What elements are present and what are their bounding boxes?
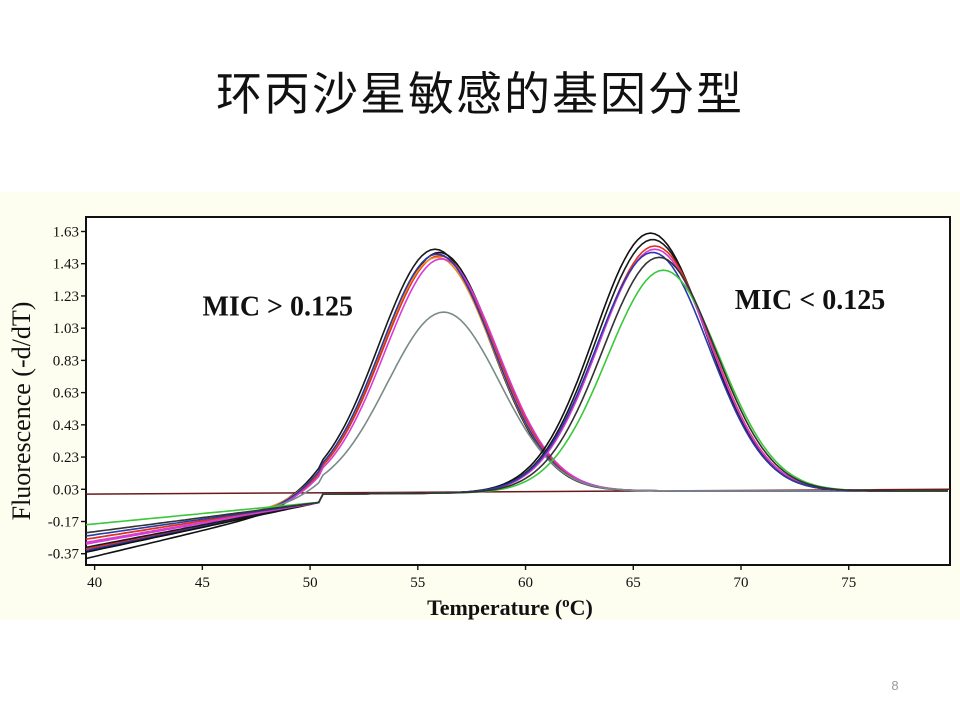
y-tick-label: -0.37 — [48, 547, 80, 563]
y-tick-label: 1.63 — [53, 225, 79, 241]
melt-curve-13 — [85, 269, 948, 526]
y-tick-label: 0.83 — [53, 353, 79, 369]
y-tick-label: 0.43 — [53, 418, 79, 434]
melt-curve-12 — [85, 251, 948, 537]
x-tick-label: 55 — [410, 575, 425, 591]
plot-area — [85, 216, 951, 566]
x-tick-label: 70 — [734, 575, 749, 591]
x-tick-label: 60 — [518, 575, 533, 591]
y-tick-label: 0.63 — [53, 386, 79, 402]
y-tick-label: 1.23 — [53, 289, 79, 305]
x-tick-label: 40 — [87, 575, 102, 591]
baseline-line — [85, 488, 951, 495]
y-tick-label: -0.17 — [48, 515, 80, 531]
plot-frame — [85, 216, 951, 566]
y-tick-label: 1.43 — [53, 257, 79, 273]
labels: Fluorescence (-d/dT) Temperature (oC) MIC … — [7, 285, 885, 620]
annotation-susceptible: MIC < 0.125 — [735, 285, 886, 316]
curves — [85, 232, 951, 560]
x-tick-label: 75 — [841, 575, 856, 591]
y-tick-label: 0.03 — [53, 482, 79, 498]
x-tick-label: 50 — [303, 575, 318, 591]
slide-title: 环丙沙星敏感的基因分型 — [216, 67, 744, 121]
y-tick-label: 0.23 — [53, 450, 79, 466]
melt-curve-chart: 1.63 1.43 1.23 1.03 0.83 0.63 0.43 0.23 0.03 -0.1… — [7, 216, 951, 620]
y-tick-label: 1.03 — [53, 321, 79, 337]
y-axis-label: Fluorescence (-d/dT) — [7, 302, 36, 521]
annotation-resistant: MIC > 0.125 — [203, 291, 354, 322]
axes: 1.63 1.43 1.23 1.03 0.83 0.63 0.43 0.23 0.03 -0.1… — [48, 225, 856, 592]
x-tick-label: 45 — [195, 575, 210, 591]
x-tick-label: 65 — [626, 575, 641, 591]
page-number: 8 — [891, 678, 899, 693]
x-axis-label: Temperature (oC) — [427, 595, 593, 620]
melt-curve-14 — [85, 256, 948, 534]
melt-curve-chart-panel: 1.63 1.43 1.23 1.03 0.83 0.63 0.43 0.23 0.03 -0.1… — [0, 192, 960, 620]
